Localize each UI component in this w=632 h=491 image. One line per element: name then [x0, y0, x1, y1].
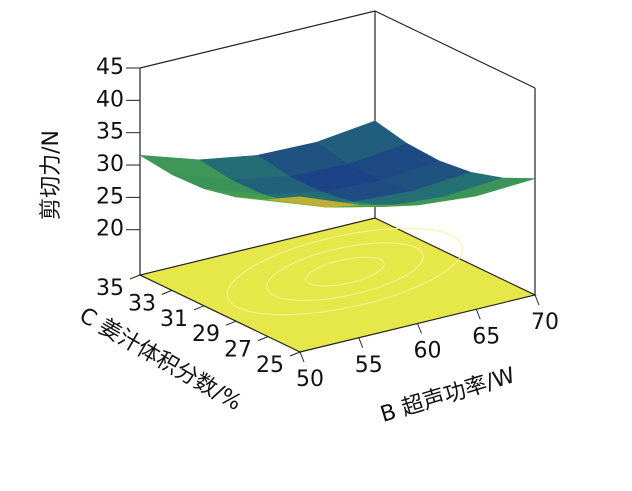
x-tick-label: 65 — [472, 324, 500, 349]
z-tick-label: 30 — [96, 152, 124, 177]
z-axis-label: 剪切力/N — [39, 130, 64, 220]
floor-contour — [266, 242, 424, 301]
surface-patch — [267, 196, 359, 208]
x-tick — [299, 351, 305, 363]
y-tick-label: 33 — [128, 291, 156, 316]
y-tick — [225, 320, 237, 326]
z-tick-label: 35 — [96, 120, 124, 145]
floor-contour — [226, 227, 464, 316]
x-tick — [417, 323, 422, 334]
x-tick-label: 70 — [531, 310, 559, 335]
x-axis-label: B 超声功率/W — [378, 363, 519, 428]
floor-contour — [305, 256, 385, 287]
z-tick-label: 40 — [96, 87, 124, 112]
z-tick-label: 45 — [96, 55, 124, 80]
x-tick-label: 55 — [355, 353, 383, 378]
y-tick — [257, 336, 269, 342]
y-tick — [193, 305, 205, 311]
box-edge — [139, 10, 536, 89]
x-tick-label: 60 — [414, 339, 442, 364]
y-tick-label: 31 — [160, 307, 188, 332]
x-tick — [475, 309, 481, 320]
x-tick — [534, 294, 540, 306]
z-tick-label: 25 — [96, 184, 124, 209]
y-tick-label: 35 — [96, 276, 124, 301]
y-tick — [289, 351, 301, 357]
x-tick-label: 50 — [296, 367, 324, 392]
y-tick-label: 25 — [256, 353, 284, 378]
y-tick-label: 27 — [224, 338, 252, 363]
z-tick-label: 20 — [96, 217, 124, 242]
y-tick — [129, 274, 141, 280]
x-tick — [358, 337, 364, 348]
y-tick — [161, 289, 173, 295]
y-tick-label: 29 — [192, 322, 220, 347]
